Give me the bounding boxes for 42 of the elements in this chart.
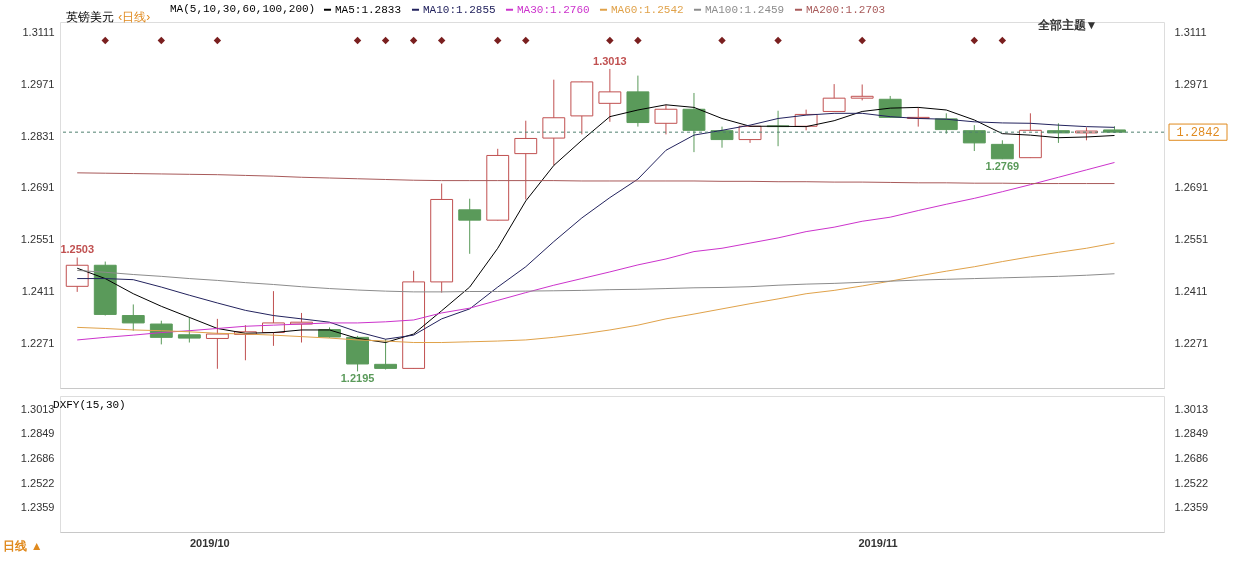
legend-label: MA10:1.2855 [423,3,496,16]
y-tick-label: 1.2831 [20,129,55,142]
y2-tick-label: 1.2411 [1174,285,1208,298]
y2-tick-label: 1.2522 [1174,476,1209,489]
legend-label: MA100:1.2459 [705,3,785,16]
x-tick-label: 2019/11 [858,536,898,549]
y2-tick-label: 1.2271 [1174,336,1209,349]
y-tick-label: 1.3013 [20,402,55,415]
y-tick-label: 1.2691 [20,181,55,194]
y-tick-label: 1.2686 [20,452,55,465]
legend-title: MA(5,10,30,60,100,200) [170,3,316,15]
annotation: 1.2503 [60,243,95,256]
ref-line-label: 1.2842 [1176,126,1220,141]
chart-title: DXFY(15,30) [53,399,126,411]
annotation: 1.2769 [985,160,1020,173]
y2-tick-label: 1.3013 [1174,402,1209,415]
y-tick-label: 1.2971 [20,77,55,90]
y-tick-label: 1.2849 [20,427,55,440]
y2-tick-label: 1.2691 [1174,181,1209,194]
y-tick-label: 1.2551 [20,233,55,246]
chart-subtitle: ‹日线› [118,10,151,24]
y2-tick-label: 1.2686 [1174,452,1209,465]
y2-tick-label: 1.2971 [1174,77,1209,90]
y2-tick-label: 1.2551 [1174,233,1209,246]
x-tick-label: 2019/10 [189,536,230,549]
legend-label: MA200:1.2703 [806,3,886,16]
text: 日线 ▲ [3,539,43,553]
y-tick-label: 1.2359 [20,501,55,514]
legend-label: MA60:1.2542 [611,3,684,16]
y2-tick-label: 1.3111 [1174,26,1207,39]
y-tick-label: 1.3111 [22,26,55,39]
chart-title: 英镑美元 [66,10,115,24]
y-tick-label: 1.2411 [21,285,55,298]
annotation: 全部主题▼ [1036,18,1098,32]
legend-label: MA5:1.2833 [335,3,402,16]
y2-tick-label: 1.2359 [1174,501,1209,514]
annotation: 1.3013 [593,54,627,67]
y-tick-label: 1.2271 [20,336,55,349]
annotation: 1.2195 [340,372,375,385]
y-tick-label: 1.2522 [20,476,55,489]
legend-label: MA30:1.2760 [517,3,590,16]
y2-tick-label: 1.2849 [1174,427,1209,440]
